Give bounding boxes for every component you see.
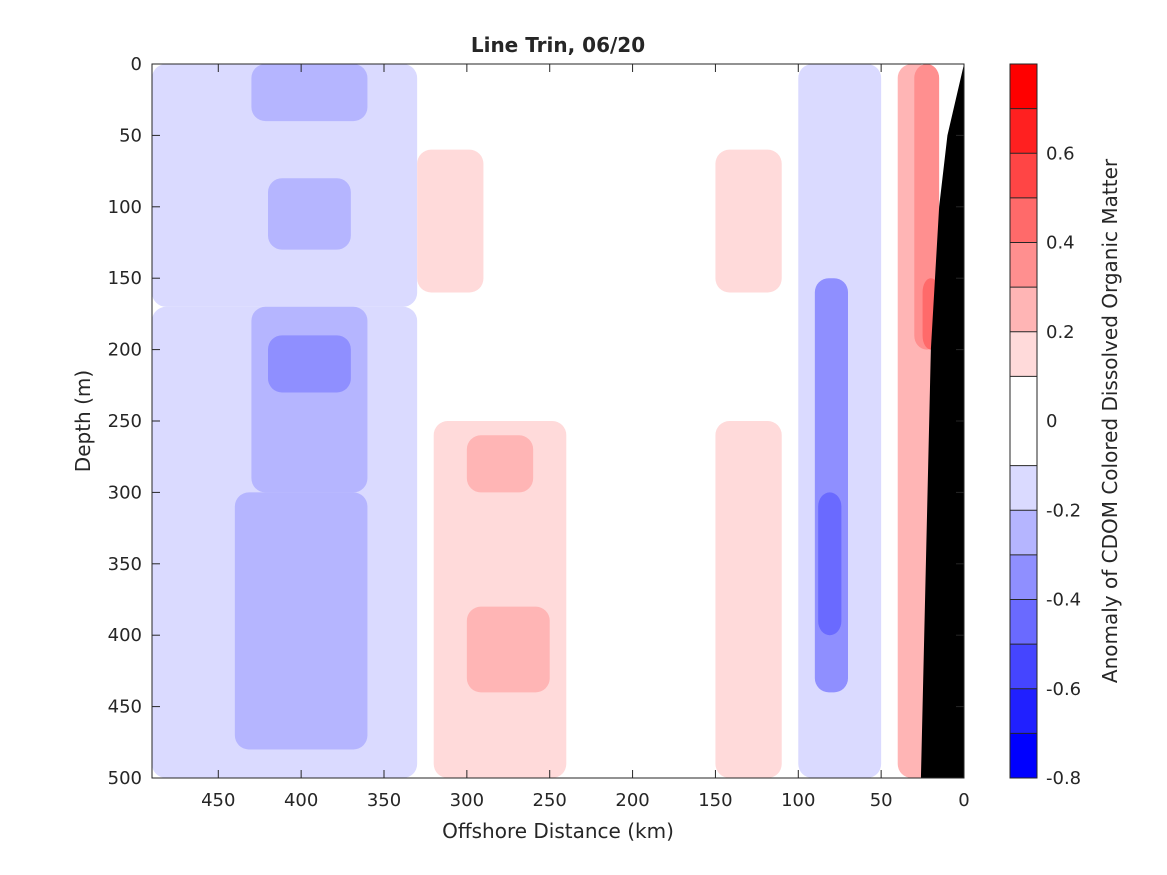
colorbar-band (1010, 554, 1037, 600)
colorbar-band (1010, 242, 1037, 288)
colorbar-band (1010, 153, 1037, 198)
colorbar-tick-label: -0.6 (1046, 679, 1081, 700)
colorbar-tick-label: 0.2 (1046, 322, 1075, 343)
x-tick-label: 450 (201, 790, 235, 811)
y-tick-label: 150 (108, 268, 142, 289)
anomaly-region-8 (417, 149, 484, 293)
colorbar-tick-label: -0.8 (1046, 768, 1081, 789)
x-tick-label: 200 (615, 790, 649, 811)
y-tick-label: 300 (108, 482, 142, 503)
y-tick-label: 500 (108, 768, 142, 789)
y-tick-label: 50 (119, 125, 142, 146)
colorbar-band (1010, 465, 1037, 511)
plot-area (151, 63, 965, 779)
colorbar-label: Anomaly of CDOM Colored Dissolved Organi… (1098, 158, 1122, 683)
colorbar-band (1010, 287, 1037, 332)
anomaly-region-6 (268, 335, 351, 393)
colorbar-band (1010, 733, 1037, 778)
anomaly-region-2 (251, 64, 368, 122)
colorbar-tick-label: 0 (1046, 411, 1057, 432)
anomaly-region-3 (268, 178, 351, 250)
colorbar-band (1010, 599, 1037, 645)
y-tick-label: 350 (108, 554, 142, 575)
x-tick-label: 300 (450, 790, 484, 811)
anomaly-region-18 (914, 64, 940, 350)
colorbar-band (1010, 64, 1037, 109)
colorbar-tick-label: -0.2 (1046, 500, 1081, 521)
anomaly-region-13 (715, 421, 782, 778)
bathymetry-fill (920, 64, 964, 778)
x-tick-label: 350 (367, 790, 401, 811)
colorbar-band (1010, 510, 1037, 555)
colorbar-tick-label: -0.4 (1046, 590, 1081, 611)
colorbar-band (1010, 108, 1037, 154)
y-tick-label: 400 (108, 625, 142, 646)
anomaly-region-11 (466, 606, 550, 693)
x-tick-label: 250 (533, 790, 567, 811)
anomaly-region-12 (715, 149, 782, 293)
colorbar-frame (1009, 63, 1038, 779)
colorbar-band (1010, 688, 1037, 734)
x-tick-label: 150 (698, 790, 732, 811)
colorbar-tick-label: 0.4 (1046, 233, 1075, 254)
chart-title: Line Trin, 06/20 (471, 33, 645, 57)
colorbar-band (1010, 331, 1037, 377)
y-tick-label: 200 (108, 340, 142, 361)
anomaly-region-5 (251, 306, 368, 493)
y-axis: 0 50 100 150 200 250 300 350 400 450 500 (108, 54, 964, 789)
colorbar-tick-label: 0.6 (1046, 143, 1075, 164)
colorbar-band (1010, 376, 1037, 466)
y-tick-label: 450 (108, 697, 142, 718)
y-tick-label: 0 (131, 54, 142, 75)
anomaly-region-7 (234, 492, 368, 750)
colorbar-band (1010, 197, 1037, 243)
colorbar-band (1010, 644, 1037, 689)
anomaly-region-16 (818, 492, 842, 636)
x-tick-label: 0 (958, 790, 969, 811)
x-tick-label: 400 (284, 790, 318, 811)
y-axis-label: Depth (m) (71, 370, 95, 472)
y-tick-label: 250 (108, 411, 142, 432)
x-tick-label: 50 (870, 790, 893, 811)
x-axis: 450 400 350 300 250 200 150 100 50 0 (201, 64, 970, 811)
colorbar: -0.8 -0.6 -0.4 -0.2 0 0.2 0.4 0.6 (1009, 63, 1081, 789)
x-tick-label: 100 (781, 790, 815, 811)
x-axis-label: Offshore Distance (km) (442, 819, 674, 843)
anomaly-regions (152, 64, 940, 778)
anomaly-region-10 (466, 435, 534, 493)
y-tick-label: 100 (108, 197, 142, 218)
